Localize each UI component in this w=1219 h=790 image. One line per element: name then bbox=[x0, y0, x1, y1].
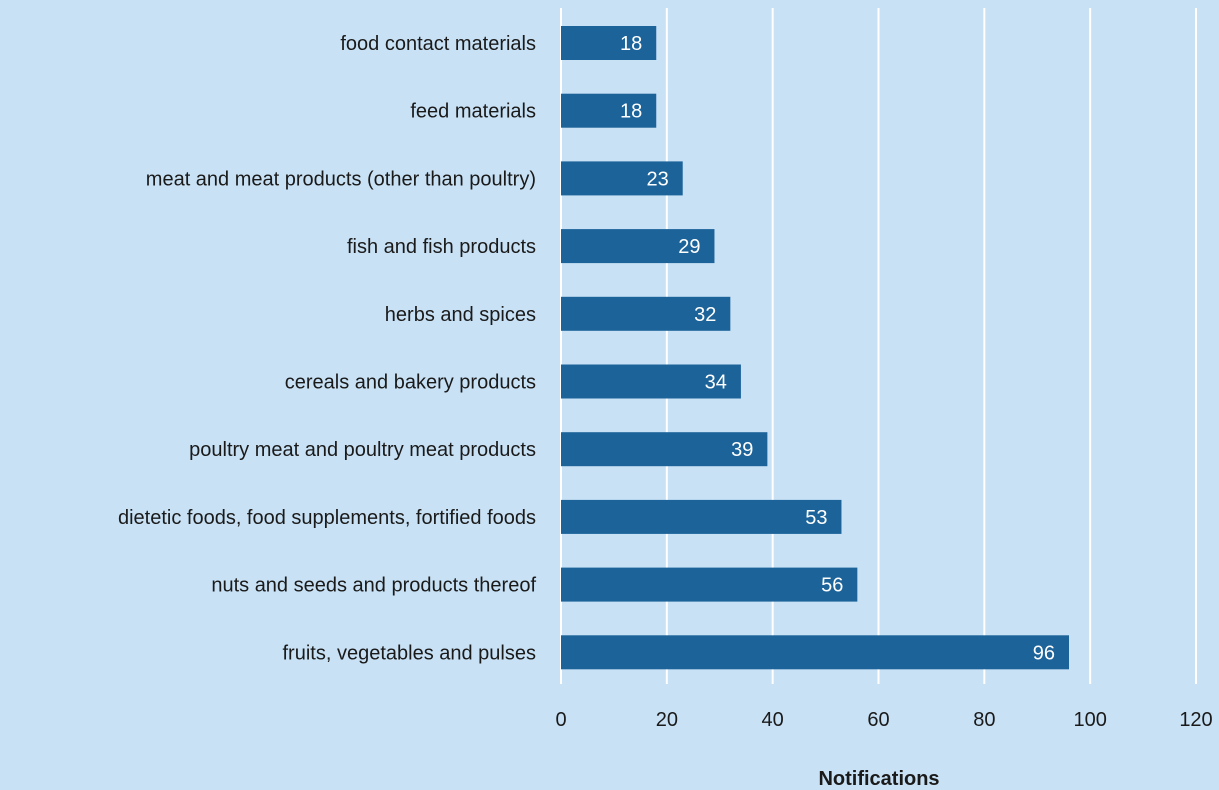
data-label-5: 34 bbox=[705, 372, 727, 394]
x-tick-label-60: 60 bbox=[867, 709, 889, 731]
category-label-8: nuts and seeds and products thereof bbox=[211, 575, 536, 597]
x-tick-label-100: 100 bbox=[1073, 709, 1106, 731]
category-label-3: fish and fish products bbox=[347, 236, 536, 258]
bar-4 bbox=[561, 296, 731, 331]
category-label-6: poultry meat and poultry meat products bbox=[189, 439, 536, 461]
data-label-4: 32 bbox=[694, 304, 716, 326]
x-axis-tick-labels: 0 20 40 60 80 100 120 bbox=[555, 709, 1212, 731]
bar-9 bbox=[561, 635, 1069, 670]
x-tick-label-120: 120 bbox=[1179, 709, 1212, 731]
x-axis-title: Notifications bbox=[818, 768, 939, 790]
bar-0 bbox=[561, 26, 657, 60]
category-label-1: feed materials bbox=[410, 101, 536, 123]
category-label-7: dietetic foods, food supplements, fortif… bbox=[118, 507, 536, 529]
category-labels: food contact materials feed materials meat… bbox=[118, 33, 536, 664]
x-tick-label-80: 80 bbox=[973, 709, 995, 731]
category-label-0: food contact materials bbox=[340, 33, 536, 55]
bar-1 bbox=[561, 93, 657, 128]
data-label-7: 53 bbox=[805, 507, 827, 529]
data-label-1: 18 bbox=[620, 101, 642, 123]
bar-7 bbox=[561, 499, 842, 534]
category-label-2: meat and meat products (other than poult… bbox=[146, 168, 536, 190]
data-label-0: 18 bbox=[620, 33, 642, 55]
bar-3 bbox=[561, 229, 715, 264]
category-label-4: herbs and spices bbox=[385, 304, 536, 326]
bar-2 bbox=[561, 161, 683, 196]
x-tick-label-0: 0 bbox=[555, 709, 566, 731]
bar-5 bbox=[561, 364, 741, 399]
data-label-9: 96 bbox=[1033, 642, 1055, 664]
bar-series: 18 18 23 29 32 34 39 53 56 96 bbox=[561, 26, 1069, 670]
data-label-6: 39 bbox=[731, 439, 753, 461]
x-tick-label-40: 40 bbox=[762, 709, 784, 731]
data-label-8: 56 bbox=[821, 575, 843, 597]
data-label-2: 23 bbox=[646, 168, 668, 190]
bar-6 bbox=[561, 432, 768, 467]
bar-8 bbox=[561, 567, 858, 602]
category-label-5: cereals and bakery products bbox=[285, 372, 536, 394]
category-label-9: fruits, vegetables and pulses bbox=[283, 642, 537, 664]
x-tick-label-20: 20 bbox=[656, 709, 678, 731]
data-label-3: 29 bbox=[678, 236, 700, 258]
